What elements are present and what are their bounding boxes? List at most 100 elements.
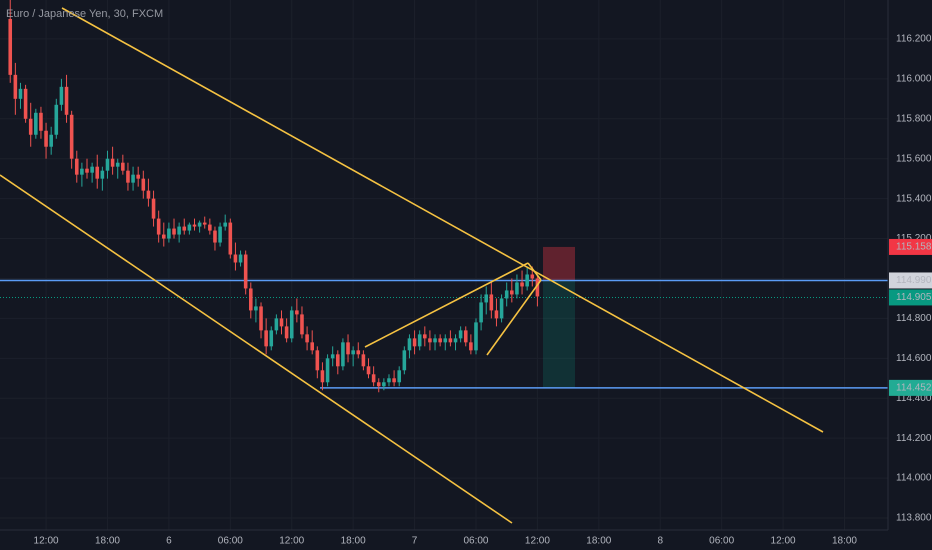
candle-body — [269, 330, 274, 347]
price-tag — [889, 238, 932, 255]
price-tag — [889, 379, 932, 396]
candle-body — [80, 168, 84, 175]
position-zones — [543, 246, 575, 388]
candle-body — [274, 318, 279, 331]
x-tick-label: 18:00 — [832, 536, 857, 547]
candle-body — [254, 306, 258, 311]
candle-body — [535, 278, 540, 297]
candle-body — [18, 88, 23, 99]
candle-body — [330, 354, 335, 359]
candle-body — [397, 370, 402, 383]
candle-body — [325, 358, 330, 383]
candle-body — [248, 288, 253, 311]
candle-body — [95, 166, 100, 179]
x-tick-label: 12:00 — [525, 536, 550, 547]
candle-body — [74, 158, 79, 175]
candle-body — [85, 168, 89, 173]
candle-body — [105, 158, 110, 171]
candle-body — [167, 228, 171, 239]
y-tick-label: 114.600 — [896, 353, 932, 364]
candle-body — [356, 350, 361, 355]
x-tick-label: 06:00 — [463, 536, 488, 547]
candle-body — [489, 294, 494, 311]
candle-body — [458, 330, 463, 339]
candle-body — [479, 302, 483, 323]
candle-body — [336, 354, 340, 367]
candle-body — [44, 130, 48, 147]
candle-body — [361, 354, 366, 367]
wedge-lower — [486, 279, 542, 356]
candle-body — [443, 338, 448, 343]
wedge-upper — [364, 262, 529, 348]
candle-body — [310, 342, 314, 351]
candle-body — [177, 226, 181, 235]
price-tag — [889, 289, 932, 306]
candle-body — [172, 228, 176, 235]
candle-body — [525, 274, 529, 287]
candle-body — [305, 334, 309, 343]
candle-body — [402, 350, 407, 371]
candle-body — [121, 162, 125, 171]
candle-body — [279, 318, 284, 327]
y-tick-label: 114.800 — [896, 313, 932, 324]
chart-title: Euro / Japanese Yen, 30, FXCM — [6, 8, 163, 20]
candle-body — [161, 234, 166, 239]
candle-body — [453, 338, 458, 343]
candle-body — [484, 294, 489, 303]
x-tick-label: 6 — [166, 536, 172, 547]
price-tag-label: 114.905 — [896, 292, 932, 303]
candle-body — [110, 158, 115, 167]
candle-body — [228, 222, 233, 255]
x-tick-label: 12:00 — [279, 536, 304, 547]
candle-body — [392, 378, 396, 383]
y-tick-label: 116.200 — [896, 34, 932, 45]
candle-body — [499, 298, 504, 319]
candle-body — [202, 222, 207, 225]
candle-body — [315, 350, 320, 371]
candle-body — [126, 170, 130, 183]
candle-body — [469, 342, 473, 351]
candle-body — [208, 224, 212, 231]
candle-body — [64, 86, 69, 115]
candle-body — [69, 114, 74, 159]
candle-body — [8, 18, 13, 75]
grid — [0, 0, 888, 530]
stop-zone — [543, 246, 575, 281]
candle-body — [494, 310, 499, 319]
candle-body — [289, 310, 294, 339]
target-zone — [543, 280, 575, 388]
candle-body — [463, 330, 468, 343]
candle-body — [141, 178, 146, 191]
x-tick-label: 18:00 — [341, 536, 366, 547]
candle-body — [243, 254, 248, 289]
candle-body — [156, 218, 161, 235]
price-tag-label: 114.990 — [896, 275, 932, 286]
wedge-tip — [527, 262, 542, 281]
price-levels — [0, 279, 888, 389]
candle-body — [295, 310, 299, 315]
y-tick-label: 115.600 — [896, 153, 932, 164]
trend-lines — [0, 7, 824, 524]
candle-body — [346, 342, 350, 355]
candle-body — [59, 86, 64, 105]
candle-body — [320, 370, 325, 383]
candle-body — [213, 230, 217, 243]
candle-body — [187, 224, 192, 231]
y-tick-label: 113.800 — [896, 513, 932, 524]
candle-body — [146, 190, 151, 199]
candle-body — [192, 224, 197, 227]
candle-body — [300, 314, 304, 335]
candle-body — [382, 382, 386, 387]
candle-body — [13, 74, 18, 99]
candle-body — [423, 334, 427, 339]
candle-body — [90, 166, 94, 173]
channel-lower — [0, 174, 513, 524]
candle-body — [218, 226, 222, 243]
axes: 113.800 114.000 114.200 114.400 114.600 114.8… — [34, 34, 932, 547]
x-tick-label: 18:00 — [95, 536, 120, 547]
candle-body — [34, 112, 38, 135]
candle-body — [428, 338, 432, 343]
candle-body — [366, 366, 371, 375]
candle-body — [197, 222, 202, 227]
